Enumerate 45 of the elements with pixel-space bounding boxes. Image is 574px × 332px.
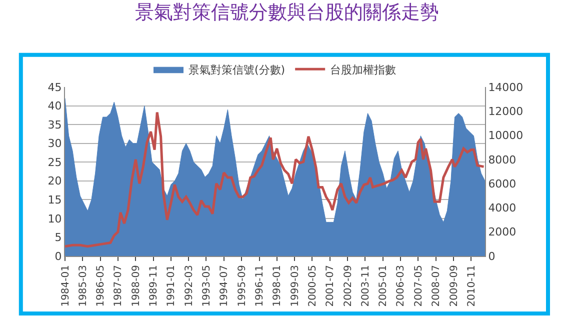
x-tick-label: 2008-07	[431, 265, 442, 307]
x-tick-label: 1989-11	[148, 265, 160, 307]
y2-tick-label: 14000	[488, 80, 524, 94]
x-tick-label: 2003-11	[360, 265, 372, 307]
y2-tick-label: 12000	[488, 104, 524, 118]
x-tick-label: 2000-05	[307, 265, 318, 307]
y-tick-label: 10	[48, 212, 62, 226]
x-tick-label: 2007-05	[413, 265, 424, 307]
x-tick-label: 2002-09	[342, 265, 354, 307]
x-tick-label: 1987-07	[113, 265, 124, 307]
x-tick-label: 1993-05	[201, 265, 212, 307]
y2-tick-label: 10000	[488, 129, 524, 142]
y2-tick-label: 8000	[488, 153, 516, 166]
x-tick-label: 1996-11	[254, 265, 266, 307]
y-tick-label: 45	[48, 80, 62, 94]
y2-tick-label: 2000	[488, 226, 516, 239]
x-tick-label: 1998-01	[272, 265, 284, 307]
x-tick-label: 1994-07	[219, 265, 230, 307]
x-tick-label: 2006-03	[396, 265, 407, 307]
y-tick-label: 15	[48, 194, 62, 207]
x-tick-label: 1986-05	[96, 265, 107, 307]
x-tick-label: 1991-01	[166, 265, 178, 307]
y-tick-label: 20	[48, 174, 62, 188]
y-tick-label: 25	[48, 156, 62, 169]
y2-tick-label: 4000	[488, 202, 516, 215]
x-tick-label: 1992-03	[184, 265, 195, 307]
y2-tick-label: 0	[488, 250, 496, 263]
y-tick-label: 35	[48, 118, 62, 132]
legend-label: 景氣對策信號(分數)	[188, 63, 286, 76]
y-tick-label: 5	[54, 231, 62, 244]
x-tick-label: 1999-03	[290, 265, 301, 307]
x-tick-label: 1995-09	[236, 265, 248, 307]
y-tick-label: 30	[48, 137, 62, 150]
x-tick-label: 1985-03	[78, 265, 89, 307]
x-tick-label: 2001-07	[325, 265, 336, 307]
x-tick-label: 2009-09	[448, 265, 460, 307]
y-tick-label: 40	[48, 100, 62, 113]
legend-label: 台股加權指數	[330, 63, 396, 76]
y-tick-label: 0	[54, 250, 62, 263]
x-tick-label: 2005-01	[378, 265, 390, 307]
y2-tick-label: 6000	[488, 177, 516, 190]
x-tick-label: 1988-09	[130, 265, 142, 307]
x-tick-label: 2010-11	[466, 265, 478, 307]
x-tick-label: 1984-01	[60, 265, 72, 307]
chart-title: 景氣對策信號分數與台股的關係走勢	[135, 1, 439, 24]
